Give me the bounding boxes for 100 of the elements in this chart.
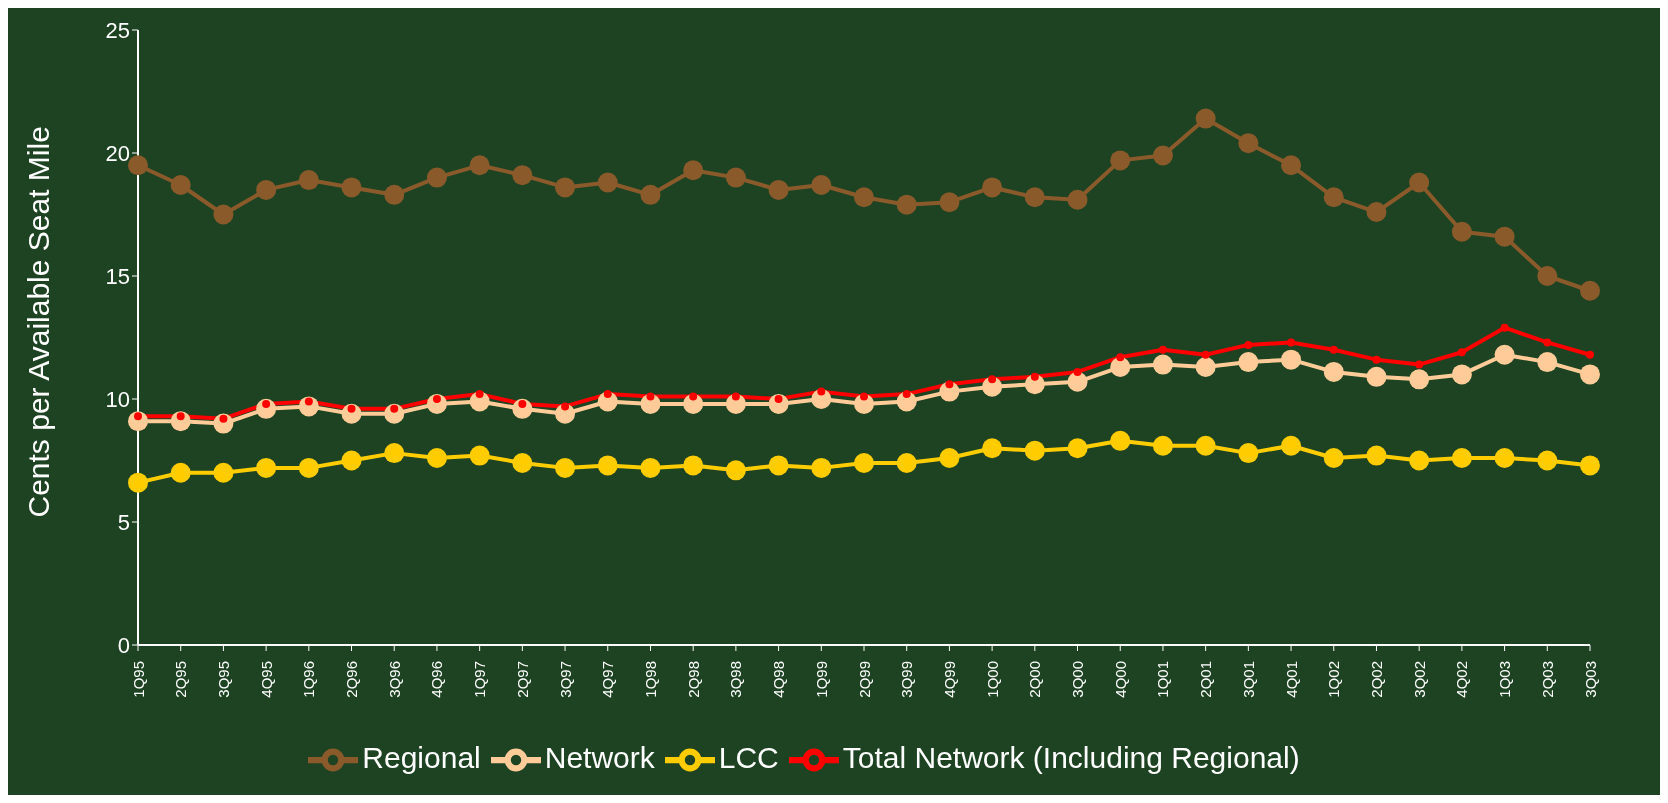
x-tick-label: 3Q97 xyxy=(556,661,574,698)
legend-label: LCC xyxy=(718,740,779,774)
point xyxy=(390,404,399,413)
point xyxy=(896,194,917,215)
point xyxy=(1323,448,1344,469)
point xyxy=(945,380,954,389)
point xyxy=(1116,353,1125,362)
x-tick-label: 1Q95 xyxy=(129,661,147,698)
point xyxy=(646,392,655,401)
x-tick-label: 2Q98 xyxy=(684,661,702,698)
point xyxy=(384,443,405,464)
x-tick-label: 2Q96 xyxy=(343,661,361,698)
point xyxy=(262,399,271,408)
point xyxy=(1067,189,1088,210)
point xyxy=(725,460,746,481)
point xyxy=(1030,372,1039,381)
x-tick-label: 1Q97 xyxy=(471,661,489,698)
point xyxy=(1152,354,1173,375)
x-tick-label: 3Q99 xyxy=(898,661,916,698)
point xyxy=(384,184,405,205)
point xyxy=(817,387,826,396)
point xyxy=(1244,340,1253,349)
point xyxy=(341,450,362,471)
point xyxy=(1201,350,1210,359)
point xyxy=(1366,366,1387,387)
point xyxy=(1580,280,1600,301)
point xyxy=(939,448,960,469)
point xyxy=(988,375,997,384)
legend-label: Network xyxy=(544,740,655,774)
x-tick-label: 4Q97 xyxy=(599,661,617,698)
point xyxy=(134,412,142,421)
y-tick-label: 10 xyxy=(105,386,130,412)
point xyxy=(603,390,612,399)
point xyxy=(1323,361,1344,382)
point xyxy=(298,170,319,191)
x-tick-label: 3Q00 xyxy=(1069,661,1087,698)
point xyxy=(555,177,576,198)
point xyxy=(341,177,362,198)
point xyxy=(512,452,533,473)
point xyxy=(1580,364,1600,385)
point xyxy=(731,392,740,401)
point xyxy=(1110,357,1131,378)
point xyxy=(1409,369,1430,390)
point xyxy=(1024,187,1045,208)
point xyxy=(304,397,313,406)
x-tick-label: 2Q99 xyxy=(855,661,873,698)
point xyxy=(170,174,191,195)
point xyxy=(1238,352,1259,373)
point xyxy=(1494,226,1515,247)
point xyxy=(1409,172,1430,193)
point xyxy=(518,399,527,408)
point xyxy=(1195,108,1216,129)
point xyxy=(256,179,277,200)
point xyxy=(256,457,277,478)
point xyxy=(1323,187,1344,208)
y-tick-label: 5 xyxy=(117,509,130,535)
point xyxy=(219,414,228,423)
point xyxy=(475,390,484,399)
x-tick-label: 1Q98 xyxy=(641,661,659,698)
x-tick-label: 3Q02 xyxy=(1410,661,1428,698)
point xyxy=(1494,344,1515,365)
point xyxy=(640,457,661,478)
point xyxy=(176,412,185,421)
x-tick-label: 1Q00 xyxy=(983,661,1001,698)
point xyxy=(1152,145,1173,166)
point xyxy=(768,455,789,476)
point xyxy=(811,174,832,195)
point xyxy=(1451,221,1472,242)
x-tick-label: 1Q02 xyxy=(1325,661,1343,698)
y-tick-label: 0 xyxy=(117,632,130,658)
point xyxy=(1195,357,1216,378)
x-tick-label: 1Q99 xyxy=(812,661,830,698)
x-tick-label: 4Q01 xyxy=(1282,661,1300,698)
point xyxy=(512,165,533,186)
point xyxy=(1366,202,1387,223)
x-tick-label: 3Q03 xyxy=(1581,661,1599,698)
y-tick-label: 20 xyxy=(105,140,130,166)
point xyxy=(1415,360,1424,369)
x-tick-label: 2Q00 xyxy=(1026,661,1044,698)
point xyxy=(1372,355,1381,364)
x-tick-label: 1Q96 xyxy=(300,661,318,698)
point xyxy=(128,472,148,493)
point xyxy=(811,457,832,478)
point xyxy=(469,155,490,176)
point xyxy=(426,167,447,188)
point xyxy=(1329,345,1338,354)
x-tick-label: 3Q01 xyxy=(1239,661,1257,698)
point xyxy=(1110,430,1131,451)
point xyxy=(1024,440,1045,461)
x-tick-label: 2Q97 xyxy=(513,661,531,698)
x-tick-label: 3Q95 xyxy=(214,661,232,698)
point xyxy=(1195,435,1216,456)
x-tick-label: 3Q98 xyxy=(727,661,745,698)
x-tick-label: 2Q02 xyxy=(1367,661,1385,698)
x-tick-label: 3Q96 xyxy=(385,661,403,698)
point xyxy=(561,402,570,411)
point xyxy=(1451,364,1472,385)
point xyxy=(1158,345,1167,354)
point xyxy=(469,445,490,466)
x-tick-label: 1Q01 xyxy=(1154,661,1172,698)
